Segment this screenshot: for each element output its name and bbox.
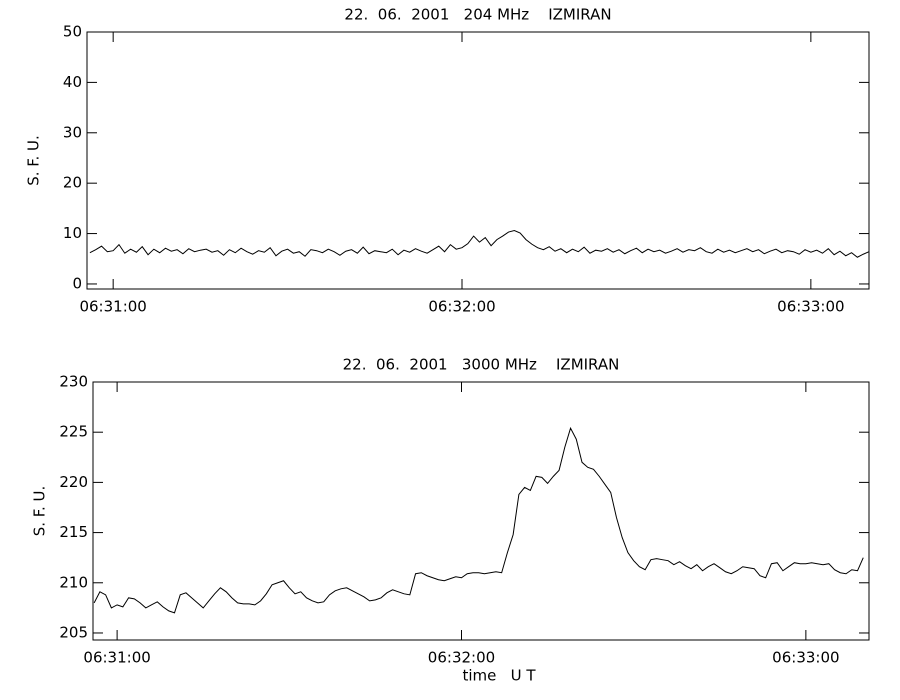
y-tick-label: 230 <box>59 373 88 391</box>
x-axis-label: time U T <box>462 667 536 685</box>
y-tick-label: 210 <box>59 573 88 591</box>
x-tick-label: 06:31:00 <box>83 649 150 667</box>
y-tick-label: 225 <box>59 423 88 441</box>
y-tick-label: 0 <box>72 274 82 292</box>
chart-title: 22. 06. 2001 204 MHz IZMIRAN <box>344 6 611 24</box>
x-tick-label: 06:31:00 <box>79 298 146 316</box>
y-axis-label: S. F. U. <box>31 486 49 537</box>
y-tick-label: 205 <box>59 623 88 641</box>
y-tick-label: 215 <box>59 523 88 541</box>
chart-title: 22. 06. 2001 3000 MHz IZMIRAN <box>343 356 620 374</box>
x-tick-label: 06:32:00 <box>428 298 495 316</box>
plot-frame <box>92 381 870 641</box>
y-tick-label: 20 <box>63 174 82 192</box>
y-tick-label: 10 <box>63 224 82 242</box>
x-tick-label: 06:33:00 <box>777 298 844 316</box>
y-axis-label: S. F. U. <box>25 135 43 186</box>
data-line <box>89 230 870 258</box>
data-line <box>93 426 864 614</box>
y-tick-label: 50 <box>63 23 82 41</box>
x-tick-label: 06:33:00 <box>772 649 839 667</box>
y-tick-label: 30 <box>63 123 82 141</box>
plot-frame <box>86 31 870 290</box>
x-tick-label: 06:32:00 <box>428 649 495 667</box>
y-tick-label: 40 <box>63 73 82 91</box>
y-tick-label: 220 <box>59 473 88 491</box>
